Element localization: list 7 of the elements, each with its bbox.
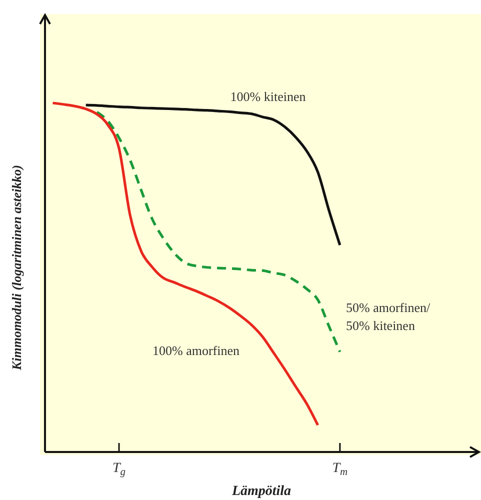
series-label: 100% amorfinen	[152, 343, 240, 358]
series-label: 100% kiteinen	[230, 89, 306, 104]
x-axis-title: Lämpötila	[230, 484, 292, 499]
x-tick-label: T$_{m}$	[332, 461, 348, 478]
series-label: 50% amorfinen/ 50% kiteinen	[346, 300, 430, 333]
y-axis-title: Kimmomoduli (logaritminen asteikko)	[9, 164, 24, 372]
x-tick-label: T$_{g}$	[112, 461, 126, 478]
